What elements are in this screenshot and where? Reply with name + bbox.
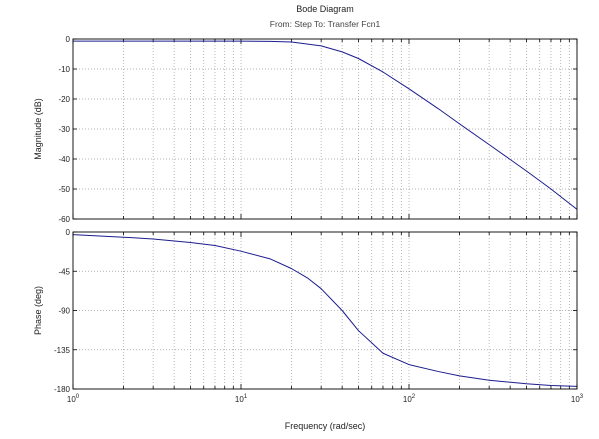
x-axis-label: Frequency (rad/sec)	[285, 421, 366, 431]
magnitude-y-tick-label: -50	[58, 185, 70, 194]
magnitude-y-tick-label: -10	[58, 65, 70, 74]
phase-y-tick-label: -45	[58, 267, 70, 276]
x-tick-label: 103	[571, 394, 584, 404]
phase-panel: 0 -45 -90 -135 -180 Phase (deg)	[33, 228, 578, 394]
phase-y-tick-label: -90	[58, 307, 70, 316]
magnitude-y-tick-label: -40	[58, 155, 70, 164]
magnitude-y-tick-label: -60	[58, 215, 70, 224]
x-tick-label: 102	[403, 394, 416, 404]
magnitude-series-line	[73, 40, 578, 210]
magnitude-y-axis-label: Magnitude (dB)	[33, 98, 43, 160]
magnitude-axes-frame	[72, 38, 578, 220]
magnitude-y-tick-label: 0	[66, 35, 71, 44]
phase-y-tick-label: -180	[54, 385, 71, 394]
phase-y-tick-label: 0	[66, 228, 71, 237]
phase-series-line	[72, 234, 578, 387]
chart-subtitle: From: Step To: Transfer Fcn1	[270, 19, 381, 29]
x-tick-label: 101	[235, 394, 248, 404]
chart-title: Bode Diagram	[296, 4, 354, 14]
magnitude-y-tick-label: -30	[58, 125, 70, 134]
phase-axes-frame	[72, 231, 578, 390]
phase-y-axis-label: Phase (deg)	[33, 286, 43, 335]
x-tick-label: 100	[67, 394, 80, 404]
phase-y-tick-label: -135	[54, 346, 71, 355]
magnitude-panel: 0 -10 -20 -30 -40 -50 -60 Magnitude (dB)	[33, 35, 578, 224]
magnitude-y-tick-label: -20	[58, 95, 70, 104]
